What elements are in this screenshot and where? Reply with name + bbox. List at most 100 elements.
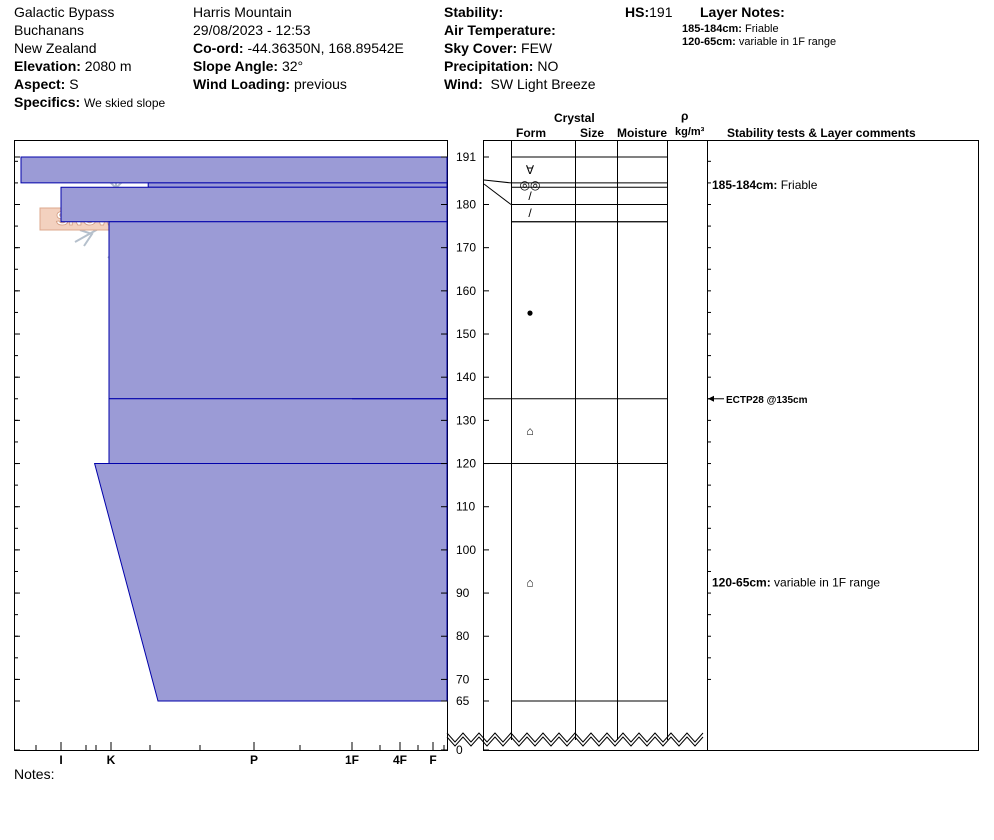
elevation-label: Elevation: <box>14 58 81 74</box>
hardness-layer-bar <box>108 221 448 400</box>
layer-boundaries <box>352 140 704 747</box>
depth-tick-label: 120 <box>456 457 476 471</box>
depth-connector-line <box>483 179 512 184</box>
crystal-header: Crystal <box>554 111 595 125</box>
hardness-layer-bar <box>108 398 448 465</box>
coord-value: -44.36350N, 168.89542E <box>247 40 404 56</box>
sky-cover: Sky Cover: FEW <box>444 40 552 56</box>
hardness-layer-bar <box>147 182 448 188</box>
depth-tick-label: 100 <box>456 543 476 557</box>
hardness-tick-label: F <box>429 753 436 767</box>
specifics-label: Specifics: <box>14 94 81 110</box>
crystal-forms: ∀/◎◎/●⌂⌂ <box>520 163 541 589</box>
depth-axis: 191 180 170 160 150 140 130 120 110 100 90 80 70 65 0 <box>14 150 711 757</box>
region: Buchanans <box>14 22 85 38</box>
layer-note-text: variable in 1F range <box>738 36 837 48</box>
depth-tick-label: 80 <box>456 629 470 643</box>
layer-notes-title: Layer Notes: <box>700 4 785 20</box>
precipitation: Precipitation: NO <box>444 58 558 74</box>
hardness-layer-bar <box>20 156 448 184</box>
coordinates: Co-ord: -44.36350N, 168.89542E <box>193 40 404 56</box>
form-header: Form <box>516 126 546 140</box>
depth-break-zigzag <box>446 732 704 743</box>
layer-note-label: 185-184cm: <box>682 23 742 35</box>
country: New Zealand <box>14 40 97 56</box>
notes-label: Notes: <box>14 766 55 782</box>
location-name: Galactic Bypass <box>14 4 115 20</box>
precip-label: Precipitation: <box>444 58 534 74</box>
crystal-form-symbol: ∀ <box>526 163 535 177</box>
air-temperature: Air Temperature: <box>444 22 556 38</box>
layer-comment-label: 120-65cm: <box>712 575 774 589</box>
depth-tick-label: 0 <box>456 743 463 757</box>
rho-header: ρ <box>681 109 689 123</box>
depth-tick-label: 150 <box>456 327 476 341</box>
wind-label: Wind: <box>444 76 483 92</box>
depth-tick-label: 140 <box>456 370 476 384</box>
layer-note-text: Friable <box>745 23 779 35</box>
wind-value: SW Light Breeze <box>490 76 596 92</box>
elevation: Elevation: 2080 m <box>14 58 132 74</box>
layer-comment: 185-184cm: Friable <box>712 178 818 192</box>
sky-label: Sky Cover: <box>444 40 518 56</box>
wind-loading: Wind Loading: previous <box>193 76 347 92</box>
depth-tick-label: 180 <box>456 197 476 211</box>
crystal-form-symbol: ◎◎ <box>520 178 541 192</box>
hs-label: HS: <box>625 4 650 20</box>
layer-note-label: 120-65cm: <box>682 36 736 48</box>
hardness-axis: I K P 1F 4F F <box>35 742 445 767</box>
hs-value: 191 <box>649 4 673 20</box>
slope-label: Slope Angle: <box>193 58 279 74</box>
hardness-tick-label: 1F <box>345 753 359 767</box>
layer-comment-text: variable in 1F range <box>774 575 880 589</box>
datetime: 29/08/2023 - 12:53 <box>193 22 311 38</box>
depth-tick-label: 70 <box>456 672 470 686</box>
crystal-form-symbol: / <box>528 189 532 203</box>
depth-tick-label: 65 <box>456 694 470 708</box>
wind-loading-value: previous <box>293 76 347 92</box>
layer-comment-text: Friable <box>781 178 818 192</box>
elevation-value: 2080 m <box>84 58 132 74</box>
size-header: Size <box>580 126 605 140</box>
depth-tick-label: 191 <box>456 150 476 164</box>
layer-comment-label: 185-184cm: <box>712 178 781 192</box>
wind: Wind: SW Light Breeze <box>444 76 596 92</box>
layer-comments: 185-184cm: Friable 120-65cm: variable in … <box>708 178 880 589</box>
air-temp-label: Air Temperature: <box>444 22 556 38</box>
specifics-value: We skied slope <box>84 96 166 110</box>
coord-label: Co-ord: <box>193 40 244 56</box>
depth-tick-label: 160 <box>456 284 476 298</box>
depth-tick-label: 110 <box>456 500 475 514</box>
crystal-form-symbol: / <box>528 206 532 220</box>
aspect-value: S <box>69 76 79 92</box>
layer-note: 185-184cm: Friable <box>682 23 779 36</box>
hardness-layers <box>20 156 448 702</box>
observer: Harris Mountain <box>193 4 292 20</box>
hardness-layer-bar <box>60 186 448 223</box>
crystal-form-symbol: ● <box>526 305 533 319</box>
layer-comment: 120-65cm: variable in 1F range <box>712 575 880 589</box>
precip-value: NO <box>537 58 559 74</box>
snow-height: HS:191 <box>625 4 672 20</box>
hardness-tick-label: I <box>59 753 62 767</box>
stability: Stability: <box>444 4 503 20</box>
comments-frame <box>707 140 979 751</box>
aspect-label: Aspect: <box>14 76 66 92</box>
aspect: Aspect: S <box>14 76 79 92</box>
comments-header: Stability tests & Layer comments <box>727 126 916 140</box>
depth-tick-label: 90 <box>456 586 470 600</box>
hardness-tick-label: P <box>250 753 258 767</box>
hardness-tick-label: K <box>107 753 116 767</box>
sky-value: FEW <box>521 40 553 56</box>
density-unit-header: kg/m³ <box>675 126 705 138</box>
slope-angle: Slope Angle: 32° <box>193 58 303 74</box>
depth-connector-line <box>483 183 512 205</box>
hardness-layer-bar <box>93 463 448 702</box>
specifics: Specifics: We skied slope <box>14 94 165 111</box>
wind-loading-label: Wind Loading: <box>193 76 291 92</box>
depth-break-zigzag <box>446 736 704 747</box>
stability-test-label: ECTP28 @135cm <box>726 395 808 406</box>
crystal-table-frame <box>483 140 708 751</box>
slope-value: 32° <box>281 58 304 74</box>
